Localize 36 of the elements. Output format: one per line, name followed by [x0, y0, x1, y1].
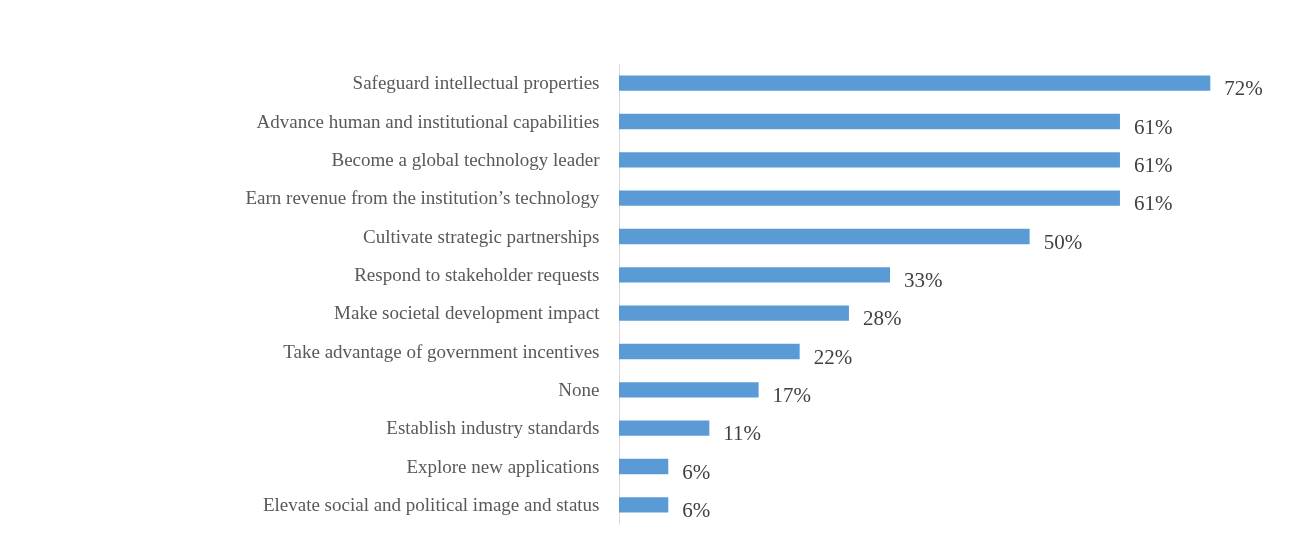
bar [619, 305, 849, 321]
data-label: 72% [1224, 76, 1263, 101]
y-tick-label: Elevate social and political image and status [262, 493, 600, 515]
bar [619, 497, 669, 513]
bar [619, 228, 1030, 245]
y-tick-label: Become a global technology leader [331, 148, 601, 170]
bar [619, 382, 759, 398]
bar [619, 152, 1120, 168]
data-label: 50% [1043, 229, 1083, 254]
y-tick-label: Take advantage of government incentives [283, 340, 600, 362]
bar [619, 190, 1120, 206]
data-label: 6% [682, 497, 711, 522]
y-tick-label: Establish industry standards [386, 417, 600, 439]
y-tick-label: Make societal development impact [334, 302, 601, 324]
data-label: 61% [1133, 152, 1173, 177]
bar [619, 420, 710, 436]
bar [619, 75, 1211, 91]
data-label: 11% [723, 421, 762, 446]
y-tick-label: Explore new applications [406, 455, 600, 477]
data-label: 22% [813, 344, 853, 369]
bar [619, 458, 669, 475]
bar [619, 343, 800, 360]
y-tick-label: Respond to stakeholder requests [354, 263, 600, 285]
data-label: 61% [1133, 191, 1173, 216]
y-tick-label: None [558, 378, 600, 400]
bar [619, 267, 891, 283]
data-label: 61% [1133, 114, 1173, 139]
data-label: 33% [904, 267, 943, 292]
data-label: 6% [682, 459, 711, 484]
data-label: 28% [862, 306, 902, 331]
y-tick-label: Safeguard intellectual properties [352, 72, 600, 94]
y-tick-label: Advance human and institutional capabilities [256, 110, 600, 132]
bar [619, 113, 1120, 130]
data-label: 17% [772, 382, 812, 407]
y-tick-label: Earn revenue from the institution’s technology [245, 187, 600, 209]
y-tick-label: Cultivate strategic partnerships [363, 225, 600, 247]
